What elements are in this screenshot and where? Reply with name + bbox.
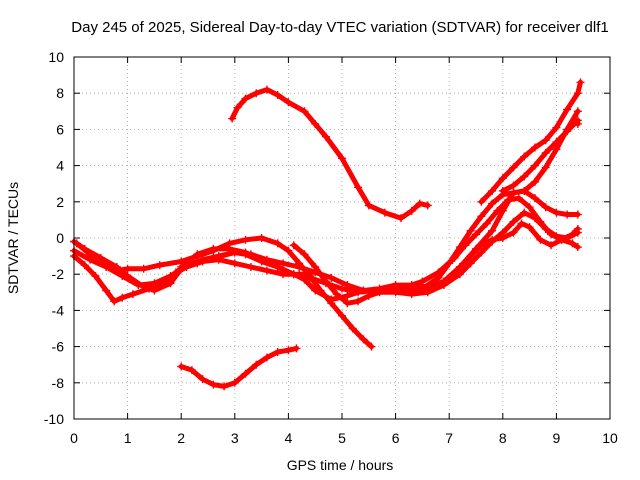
grid (74, 57, 610, 419)
y-tick-label: 2 (56, 194, 64, 210)
series-line (422, 111, 577, 288)
y-tick-label: -10 (44, 411, 64, 427)
axis-ticks: 0 1 2 3 4 5 6 7 8 9 10 -10 -8 -6 -4 -2 0 2 4 6 8 10 (44, 49, 618, 446)
y-tick-label: 10 (48, 49, 64, 65)
data-series (70, 78, 585, 390)
x-tick-label: 9 (553, 430, 561, 446)
series-arc-c (70, 209, 582, 306)
x-tick-label: 4 (285, 430, 293, 446)
x-tick-label: 5 (338, 430, 346, 446)
y-tick-label: 6 (56, 121, 64, 137)
y-tick-label: -2 (52, 266, 65, 282)
y-tick-label: 4 (56, 158, 64, 174)
series-line (181, 348, 296, 386)
x-tick-label: 1 (124, 430, 132, 446)
series-line (232, 90, 428, 219)
x-tick-label: 8 (499, 430, 507, 446)
y-tick-label: -8 (52, 375, 65, 391)
x-tick-label: 0 (70, 430, 78, 446)
x-axis-label: GPS time / hours (287, 457, 394, 473)
y-tick-label: 8 (56, 85, 64, 101)
series-arc-f (418, 107, 581, 292)
series-arc-b (73, 234, 376, 351)
series-arc-h (499, 116, 582, 195)
sdtvar-chart: Day 245 of 2025, Sidereal Day-to-day VTE… (0, 0, 640, 480)
data-point (574, 210, 582, 218)
x-tick-label: 10 (602, 430, 618, 446)
y-tick-label: -6 (52, 339, 65, 355)
chart-title: Day 245 of 2025, Sidereal Day-to-day VTE… (71, 19, 608, 36)
y-tick-label: 0 (56, 230, 64, 246)
x-tick-label: 3 (231, 430, 239, 446)
x-tick-label: 7 (445, 430, 453, 446)
y-axis-label: SDTVAR / TECUs (5, 182, 21, 294)
x-tick-label: 6 (392, 430, 400, 446)
series-arc-e (290, 220, 582, 308)
y-tick-label: -4 (52, 302, 65, 318)
series-arc-lower (177, 344, 300, 390)
x-tick-label: 2 (177, 430, 185, 446)
